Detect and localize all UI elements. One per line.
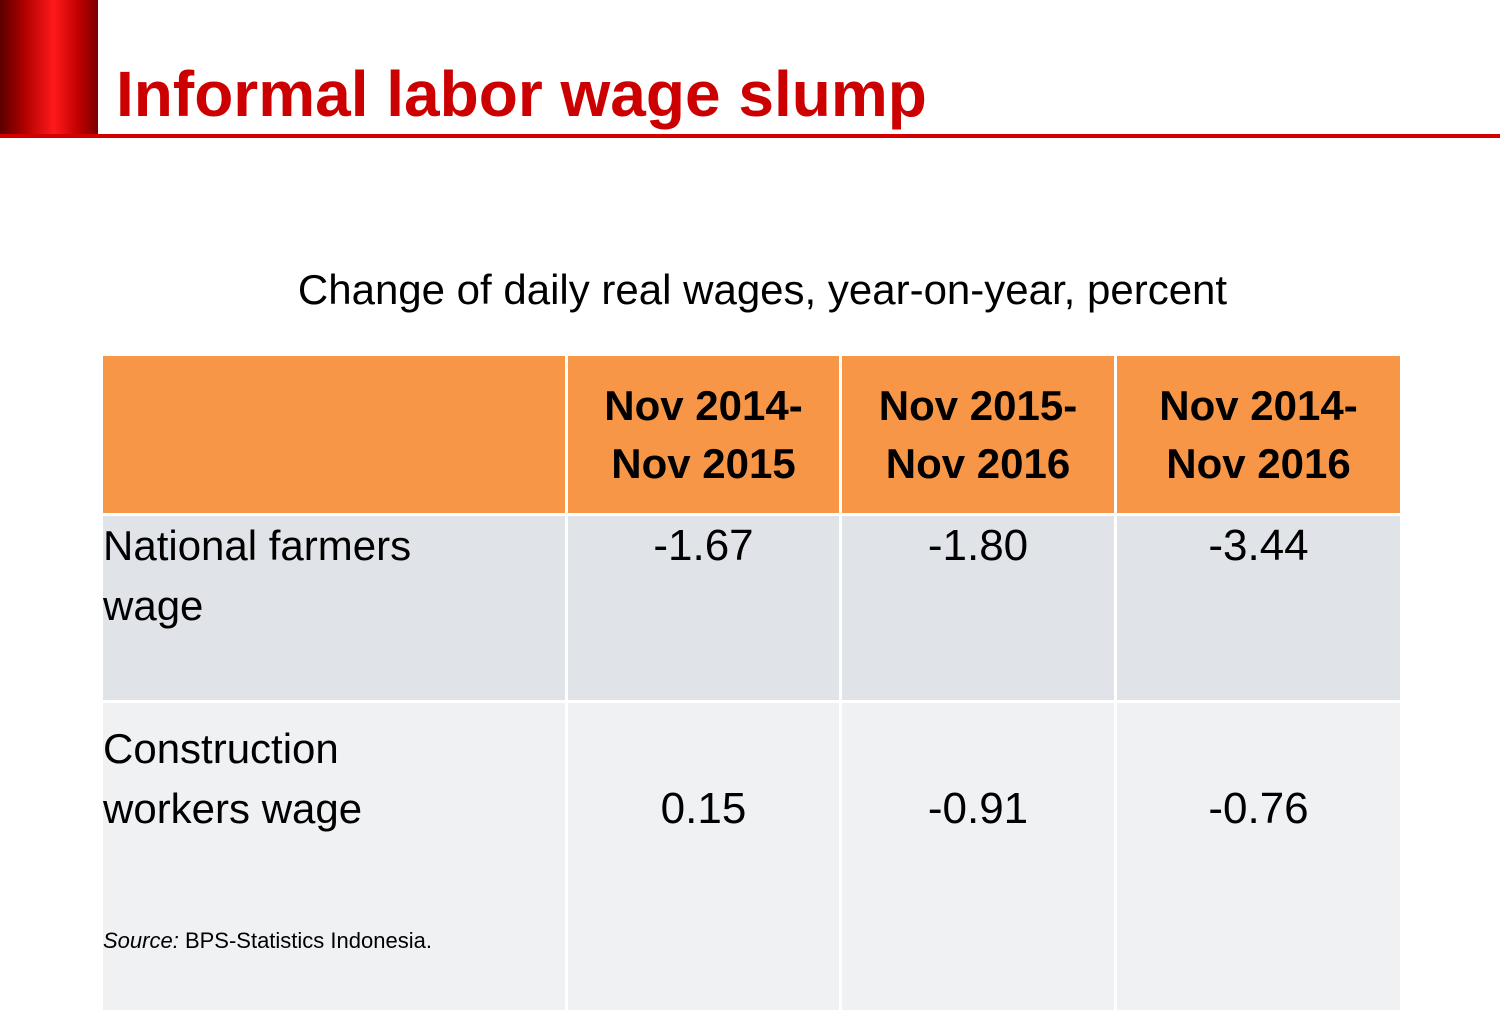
row-label-line: wage — [103, 582, 204, 629]
column-header-line: Nov 2016 — [1166, 439, 1351, 487]
column-header-line: Nov 2015- — [878, 381, 1078, 429]
source-text: BPS-Statistics Indonesia. — [178, 928, 432, 953]
column-header-line: Nov 2016 — [885, 439, 1071, 487]
column-header: Nov 2014- Nov 2016 — [1114, 353, 1403, 516]
source-label: Source: — [103, 928, 179, 953]
row-label: Construction workers wage — [100, 700, 568, 1013]
row-label-line: National farmers — [103, 522, 412, 569]
row-label: National farmers wage — [100, 513, 568, 703]
column-header: Nov 2014- Nov 2015 — [565, 353, 842, 516]
table-row: Construction workers wage 0.15 -0.91 -0.… — [100, 700, 1403, 1013]
column-header-line: Nov 2015 — [611, 439, 796, 487]
value-cell: 0.15 — [565, 700, 842, 1013]
row-label-line: workers wage — [103, 785, 363, 832]
column-header-line: Nov 2014- — [604, 381, 803, 429]
column-header-line: Nov 2014- — [1159, 381, 1358, 429]
column-header: Nov 2015- Nov 2016 — [839, 353, 1117, 516]
source-note: Source: BPS-Statistics Indonesia. — [103, 926, 432, 956]
title-accent-bar — [0, 0, 98, 138]
value-cell: -0.76 — [1114, 700, 1403, 1013]
wage-change-table: Nov 2014- Nov 2015 Nov 2015- Nov 2016 No… — [100, 353, 1403, 1013]
value-cell: -1.80 — [839, 513, 1117, 703]
table-caption: Change of daily real wages, year-on-year… — [297, 266, 1228, 313]
table-row: National farmers wage -1.67 -1.80 -3.44 — [100, 513, 1403, 703]
value-cell: -0.91 — [839, 700, 1117, 1013]
row-label-line: Construction — [103, 725, 339, 772]
header-empty-cell — [100, 353, 568, 516]
table-header-row: Nov 2014- Nov 2015 Nov 2015- Nov 2016 No… — [100, 353, 1403, 516]
value-cell: -3.44 — [1114, 513, 1403, 703]
slide-title: Informal labor wage slump — [116, 58, 927, 130]
title-underline — [0, 134, 1500, 138]
value-cell: -1.67 — [565, 513, 842, 703]
